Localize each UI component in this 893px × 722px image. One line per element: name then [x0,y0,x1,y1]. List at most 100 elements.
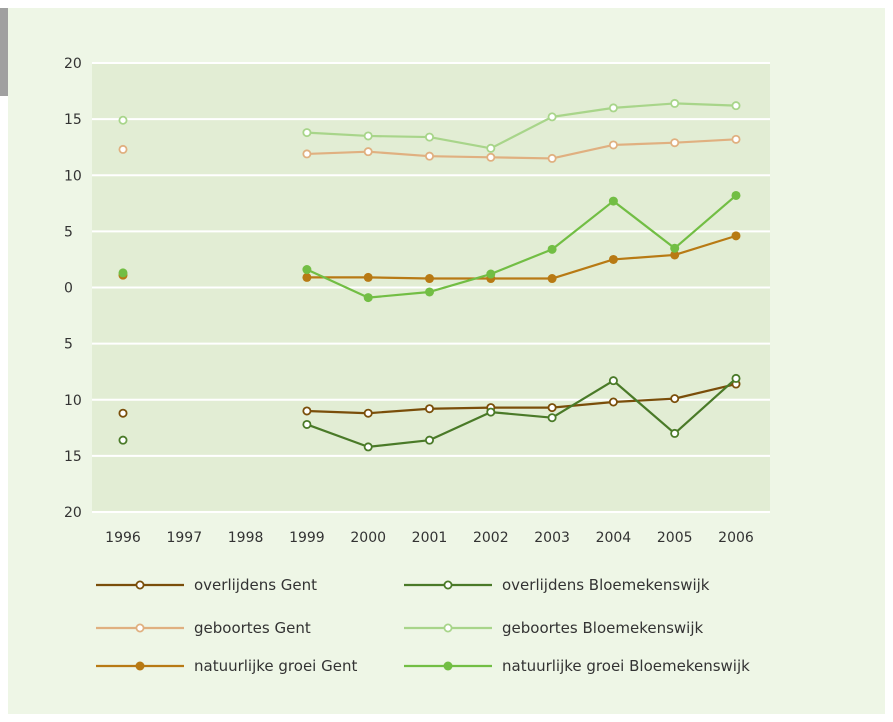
legend-marker [135,623,145,633]
data-point [547,112,557,122]
data-point [118,408,128,418]
data-point [547,274,557,284]
series-group [118,98,741,452]
legend-marker [443,580,453,590]
data-point [486,269,496,279]
series [118,373,741,452]
y-tick-label: 10 [64,393,82,409]
legend-marker [443,661,453,671]
y-tick-label: 15 [64,112,82,128]
series [118,379,741,418]
y-tick-label: 10 [64,168,82,184]
legend-item: natuurlijke groei Gent [96,657,357,675]
data-point [363,293,373,303]
data-point [118,144,128,154]
data-point [547,413,557,423]
series-line [306,377,737,448]
series [118,190,741,303]
y-tick-label: 15 [64,449,82,465]
x-axis-ticks: 1996 1997 1998 1999 2000 2001 2002 2003 2004 2005… [105,530,754,546]
legend-item: geboortes Bloemekenswijk [404,619,703,637]
data-point [670,243,680,253]
data-point [670,250,680,260]
legend-marker [135,661,145,671]
series-line [306,194,737,299]
x-tick-label: 2000 [350,530,386,546]
legend-item: overlijdens Bloemekenswijk [404,576,710,594]
data-point [547,244,557,254]
data-point [363,442,373,452]
x-tick-label: 2002 [473,530,509,546]
x-tick-label: 1996 [105,530,141,546]
data-point [670,394,680,404]
data-point [424,132,434,142]
data-point [731,373,741,383]
data-point [302,149,312,159]
data-point [486,407,496,417]
y-tick-label: 20 [64,505,82,521]
x-tick-label: 1999 [289,530,325,546]
x-tick-label: 2006 [718,530,754,546]
data-point [670,428,680,438]
legend-label: geboortes Gent [194,619,311,637]
legend-item: overlijdens Gent [96,576,317,594]
data-point [118,115,128,125]
data-point [731,101,741,111]
data-point [302,128,312,138]
series [118,98,741,153]
y-tick-label: 5 [64,337,73,353]
data-point [670,138,680,148]
series [118,231,741,284]
series-line [306,234,737,280]
data-point [425,274,434,284]
data-point [731,190,741,200]
data-point [424,404,434,414]
data-point [608,103,618,113]
data-point [363,147,373,157]
data-point [608,397,618,407]
data-point [118,435,128,445]
data-point [302,419,312,429]
legend: overlijdens Gent overlijdens Bloemekenswi… [96,576,750,675]
data-point [608,254,618,264]
x-tick-label: 2005 [657,530,693,546]
legend-label: geboortes Bloemekenswijk [502,619,703,637]
x-tick-label: 1998 [228,530,264,546]
data-point [363,131,373,141]
data-point [424,435,434,445]
legend-label: overlijdens Gent [194,576,317,594]
data-point [302,265,312,275]
series-line [306,138,737,160]
legend-label: natuurlijke groei Bloemekenswijk [502,657,750,675]
legend-marker [135,580,145,590]
data-point [731,134,741,144]
y-tick-label: 5 [64,224,73,240]
data-point [486,152,496,162]
data-point [608,140,618,150]
data-point [425,287,434,297]
data-point [424,151,434,161]
series-line [306,382,737,415]
series [118,134,741,163]
data-point [363,272,373,282]
x-tick-label: 2003 [534,530,570,546]
data-point [731,231,741,241]
data-point [302,272,312,282]
y-tick-label: 20 [64,56,82,72]
data-point [547,153,557,163]
data-point [670,98,680,108]
data-point [608,376,618,386]
data-point [302,406,312,416]
x-tick-label: 1997 [166,530,202,546]
legend-label: natuurlijke groei Gent [194,657,357,675]
data-point [608,196,618,206]
legend-marker [443,623,453,633]
data-point [486,143,496,153]
data-point [547,403,557,413]
x-tick-label: 2001 [412,530,448,546]
legend-item: natuurlijke groei Bloemekenswijk [404,657,750,675]
series-line [306,102,737,150]
x-tick-label: 2004 [596,530,632,546]
y-axis-ticks: 20 15 10 5 0 5 10 15 20 [64,56,82,521]
